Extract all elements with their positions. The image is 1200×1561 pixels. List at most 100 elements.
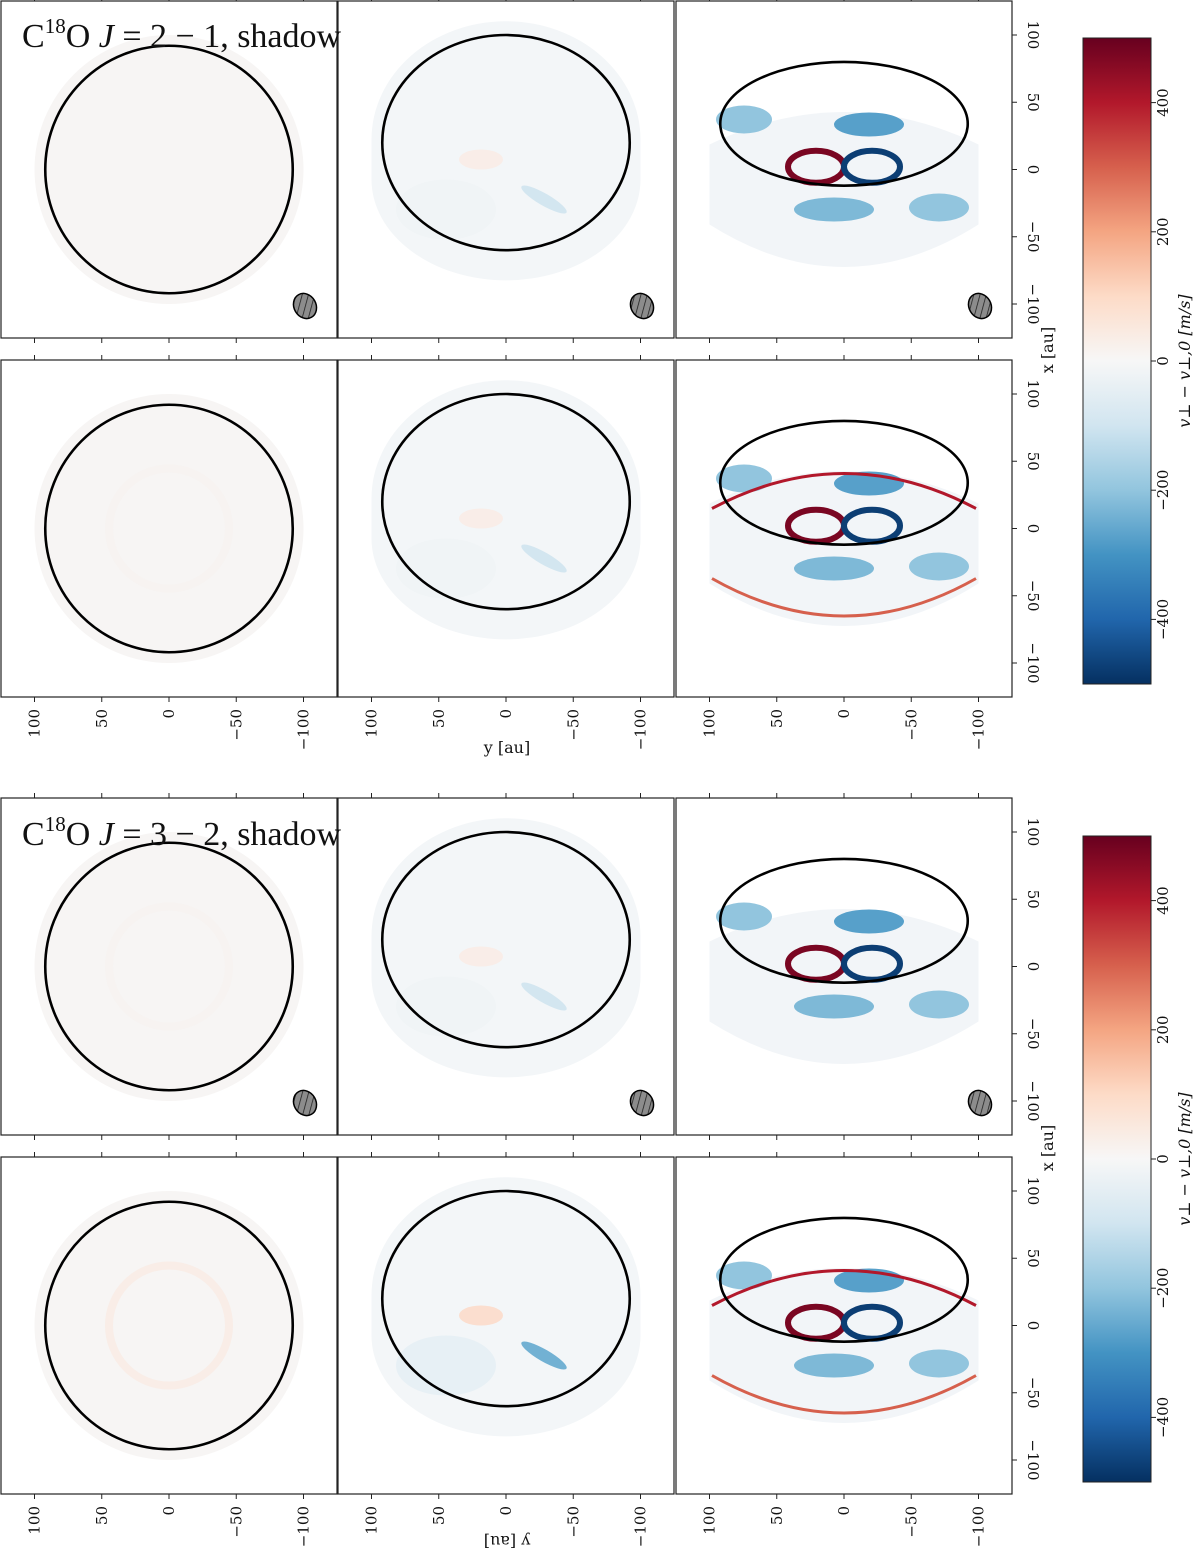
panel-f0-r1-c1: 100 50 0 −50 −100: [337, 355, 675, 750]
y-tick-label: 0: [1024, 165, 1042, 175]
residual-lobe: [396, 1335, 496, 1396]
disk-map: [371, 21, 641, 281]
beam-icon: [967, 1089, 993, 1117]
disk-map: [709, 112, 979, 267]
x-tick-label: −50: [564, 709, 582, 741]
residual-lobe: [396, 179, 496, 240]
y-tick-label: −50: [1024, 580, 1042, 612]
residual-arc: [711, 472, 977, 510]
colorbar-tick-label: 400: [1154, 88, 1172, 117]
residual-ring-blue: [841, 944, 903, 983]
disk-outline: [718, 1216, 970, 1343]
panel-f1-r1-c0: 100 50 0 −50 −100: [0, 1152, 338, 1547]
residual-lobe: [521, 544, 567, 573]
residual-lobe: [834, 112, 904, 137]
colorbar: [1082, 37, 1152, 685]
colorbar-tick-label: 200: [1154, 217, 1172, 246]
residual-ring-blue: [841, 506, 903, 545]
residual-lobe: [794, 197, 874, 222]
residual-ring: [105, 464, 233, 593]
disk-outline: [380, 33, 632, 252]
colorbar-tick-label: −400: [1154, 1397, 1172, 1438]
residual-ring-blue: [841, 1303, 903, 1342]
y-tick-label: 100: [1024, 21, 1042, 50]
x-tick-label: 100: [363, 1506, 381, 1535]
x-tick-label: 100: [363, 709, 381, 738]
disk-map: [371, 1177, 641, 1437]
disk-map: [709, 909, 979, 1064]
disk-map: [371, 818, 641, 1078]
panel-title-j32: C18O J = 3 − 2, shadow: [22, 812, 342, 853]
disk-outline: [380, 1189, 632, 1408]
panel-f1-r1-c1: 100 50 0 −50 −100: [337, 1152, 675, 1547]
disk-map: [34, 35, 304, 304]
residual-lobe: [521, 1341, 567, 1370]
disk-outline: [43, 403, 295, 654]
x-tick-label: 0: [497, 709, 515, 719]
x-tick-label: 100: [701, 709, 719, 738]
disk-map: [34, 832, 304, 1101]
x-tick-label: 0: [835, 1506, 853, 1516]
residual-arc: [711, 1374, 977, 1415]
beam-icon: [292, 292, 318, 320]
residual-arc: [711, 1269, 977, 1307]
x-tick-label: 50: [768, 709, 786, 728]
beam-icon: [967, 292, 993, 320]
residual-lobe: [794, 1353, 874, 1378]
panel-f0-r0-c2: 100 50 0 −50 −100: [675, 0, 1042, 343]
residual-lobe: [716, 1261, 772, 1290]
y-tick-label: −50: [1024, 1377, 1042, 1409]
residual-ring: [105, 902, 233, 1031]
residual-lobe: [459, 1305, 503, 1326]
beam-icon: [292, 1089, 318, 1117]
colorbar-tick-label: 0: [1154, 356, 1172, 366]
x-tick-label: −100: [632, 1506, 650, 1547]
panel-f0-r1-c2: 100 50 0 −50 −100 100 50 0 −50 −100: [675, 355, 1042, 750]
x-tick-label: −50: [227, 709, 245, 741]
colorbar-tick-label: 0: [1154, 1154, 1172, 1164]
y-axis-label: x [au]: [1038, 327, 1057, 373]
beam-icon: [629, 1089, 655, 1117]
y-tick-label: 100: [1024, 818, 1042, 847]
residual-lobe: [459, 149, 503, 170]
panel-f0-r0-c1: [337, 0, 675, 343]
panel-title-j21: C18O J = 2 − 1, shadow: [22, 14, 342, 55]
y-tick-label: −100: [1024, 642, 1042, 683]
x-axis-label: y [au]: [483, 738, 530, 757]
x-tick-label: 50: [768, 1506, 786, 1525]
residual-lobe: [716, 464, 772, 493]
y-tick-label: 0: [1024, 524, 1042, 534]
x-tick-label: 0: [160, 709, 178, 719]
colorbar-tick-label: −400: [1154, 599, 1172, 640]
y-tick-label: 50: [1024, 890, 1042, 909]
x-tick-label: 50: [430, 709, 448, 728]
disk-outline: [380, 830, 632, 1049]
residual-lobe: [459, 508, 503, 529]
x-tick-label: 50: [430, 1506, 448, 1525]
residual-lobe: [909, 1349, 969, 1378]
disk-map: [709, 1268, 979, 1423]
panel-f1-r0-c2: 100 50 0 −50 −100: [675, 793, 1042, 1140]
disk-outline: [43, 1200, 295, 1451]
colorbar-tick-label: 400: [1154, 886, 1172, 915]
residual-arc: [711, 577, 977, 618]
x-tick-label: −100: [970, 709, 988, 750]
y-axis-label: x [au]: [1038, 1125, 1057, 1171]
panel-f1-r0-c1: [337, 793, 675, 1140]
disk-map: [709, 471, 979, 626]
residual-ring: [105, 1261, 233, 1390]
residual-lobe: [909, 552, 969, 581]
y-tick-label: 100: [1024, 1177, 1042, 1206]
colorbar-label: v⊥ − v⊥,0 [m/s]: [1175, 1092, 1194, 1226]
x-tick-label: −100: [295, 709, 313, 750]
residual-lobe: [521, 185, 567, 214]
disk-outline: [718, 419, 970, 546]
residual-lobe: [521, 982, 567, 1011]
x-tick-label: 100: [701, 1506, 719, 1535]
residual-lobe: [396, 538, 496, 599]
x-tick-label: 0: [835, 709, 853, 719]
colorbar-tick-label: −200: [1154, 1268, 1172, 1309]
y-tick-label: 100: [1024, 380, 1042, 409]
disk-outline: [43, 44, 295, 295]
